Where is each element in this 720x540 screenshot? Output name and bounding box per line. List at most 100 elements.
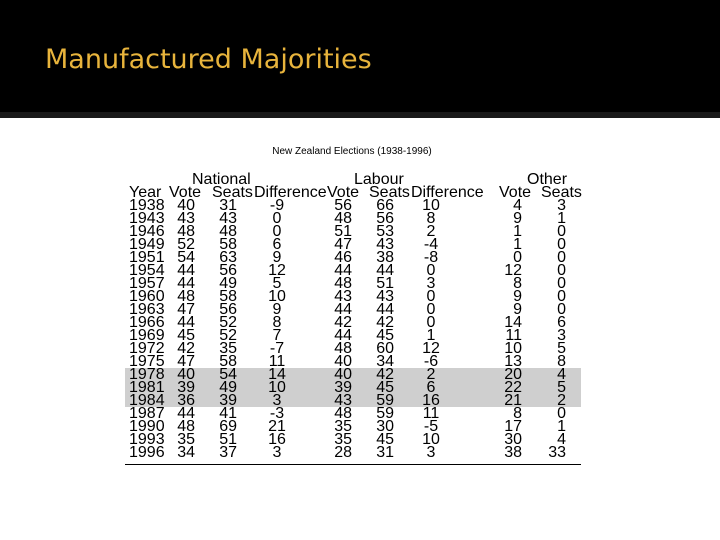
cell-year: 1987 bbox=[129, 405, 165, 422]
cell-national-seats: 37 bbox=[219, 444, 237, 461]
cell-year: 1963 bbox=[129, 301, 165, 318]
cell-national-difference: 7 bbox=[272, 327, 282, 344]
cell-year: 1972 bbox=[129, 340, 165, 357]
cell-national-seats: 52 bbox=[219, 314, 237, 331]
row-highlight bbox=[125, 368, 581, 381]
cell-national-difference: 8 bbox=[272, 314, 282, 331]
cell-other-vote: 17 bbox=[504, 418, 522, 435]
cell-other-seats: 4 bbox=[557, 366, 566, 383]
cell-national-difference: 10 bbox=[268, 379, 286, 396]
cell-other-vote: 11 bbox=[505, 327, 522, 344]
cell-other-seats: 0 bbox=[557, 405, 566, 422]
table-bottom-rule bbox=[125, 464, 581, 465]
cell-national-difference: -9 bbox=[269, 197, 285, 214]
cell-other-seats: 0 bbox=[557, 288, 566, 305]
cell-labour-vote: 48 bbox=[334, 275, 352, 292]
cell-other-vote: 22 bbox=[504, 379, 522, 396]
col-header-national-seats: Seats bbox=[212, 184, 253, 201]
cell-labour-difference: 10 bbox=[422, 431, 440, 448]
cell-other-seats: 3 bbox=[557, 327, 566, 344]
cell-labour-vote: 47 bbox=[334, 236, 352, 253]
cell-other-vote: 13 bbox=[504, 353, 522, 370]
cell-national-vote: 44 bbox=[177, 405, 195, 422]
cell-year: 1951 bbox=[129, 249, 165, 266]
cell-national-vote: 42 bbox=[177, 340, 195, 357]
cell-other-seats: 0 bbox=[557, 249, 566, 266]
cell-national-difference: 10 bbox=[268, 288, 286, 305]
cell-year: 1954 bbox=[129, 262, 165, 279]
cell-national-difference: 0 bbox=[272, 210, 282, 227]
cell-national-difference: -3 bbox=[269, 405, 285, 422]
cell-other-vote: 10 bbox=[504, 340, 522, 357]
cell-labour-vote: 39 bbox=[334, 379, 352, 396]
cell-national-vote: 34 bbox=[177, 444, 195, 461]
cell-other-vote: 20 bbox=[504, 366, 522, 383]
cell-national-difference: 3 bbox=[272, 444, 282, 461]
cell-labour-seats: 56 bbox=[376, 210, 394, 227]
cell-other-vote: 9 bbox=[513, 288, 522, 305]
cell-national-vote: 47 bbox=[177, 301, 195, 318]
cell-national-difference: 9 bbox=[272, 301, 282, 318]
row-highlight bbox=[125, 394, 581, 407]
cell-year: 1993 bbox=[129, 431, 165, 448]
cell-national-seats: 35 bbox=[219, 340, 237, 357]
cell-other-seats: 1 bbox=[557, 418, 566, 435]
cell-national-difference: 21 bbox=[268, 418, 286, 435]
cell-national-vote: 43 bbox=[177, 210, 195, 227]
col-header-other-vote: Vote bbox=[499, 184, 532, 201]
cell-labour-difference: 2 bbox=[426, 223, 436, 240]
cell-other-seats: 0 bbox=[557, 236, 566, 253]
cell-other-vote: 1 bbox=[513, 236, 522, 253]
cell-other-vote: 1 bbox=[513, 223, 522, 240]
cell-labour-seats: 45 bbox=[376, 327, 394, 344]
cell-national-difference: 14 bbox=[268, 366, 286, 383]
cell-labour-seats: 59 bbox=[376, 392, 394, 409]
cell-national-seats: 63 bbox=[219, 249, 237, 266]
cell-national-vote: 48 bbox=[177, 223, 195, 240]
cell-labour-difference: 16 bbox=[422, 392, 440, 409]
cell-national-seats: 48 bbox=[219, 223, 237, 240]
cell-national-seats: 54 bbox=[219, 366, 237, 383]
cell-national-difference: 6 bbox=[272, 236, 282, 253]
cell-other-seats: 0 bbox=[557, 275, 566, 292]
cell-other-vote: 4 bbox=[513, 197, 522, 214]
cell-other-vote: 12 bbox=[504, 262, 522, 279]
cell-labour-seats: 44 bbox=[376, 301, 394, 318]
cell-national-seats: 58 bbox=[219, 353, 237, 370]
cell-labour-difference: 8 bbox=[426, 210, 436, 227]
cell-year: 1969 bbox=[129, 327, 165, 344]
cell-labour-seats: 43 bbox=[376, 288, 394, 305]
cell-labour-difference: -4 bbox=[423, 236, 439, 253]
cell-labour-difference: 0 bbox=[426, 301, 436, 318]
cell-labour-seats: 59 bbox=[376, 405, 394, 422]
cell-labour-vote: 28 bbox=[334, 444, 352, 461]
cell-national-difference: 5 bbox=[272, 275, 282, 292]
cell-other-vote: 14 bbox=[504, 314, 522, 331]
cell-national-vote: 48 bbox=[177, 418, 195, 435]
cell-labour-seats: 44 bbox=[376, 262, 394, 279]
cell-national-vote: 52 bbox=[177, 236, 195, 253]
cell-labour-difference: 11 bbox=[422, 405, 440, 422]
cell-national-vote: 35 bbox=[177, 431, 195, 448]
cell-national-vote: 48 bbox=[177, 288, 195, 305]
cell-national-seats: 52 bbox=[219, 327, 237, 344]
cell-labour-vote: 48 bbox=[334, 405, 352, 422]
col-header-labour-seats: Seats bbox=[369, 184, 410, 201]
cell-labour-vote: 56 bbox=[334, 197, 352, 214]
cell-labour-seats: 42 bbox=[376, 366, 394, 383]
cell-other-vote: 38 bbox=[504, 444, 522, 461]
cell-national-seats: 58 bbox=[219, 288, 237, 305]
cell-labour-vote: 44 bbox=[334, 301, 352, 318]
cell-national-seats: 56 bbox=[219, 262, 237, 279]
cell-year: 1990 bbox=[129, 418, 165, 435]
cell-labour-vote: 35 bbox=[334, 431, 352, 448]
cell-labour-seats: 34 bbox=[376, 353, 394, 370]
cell-labour-vote: 46 bbox=[334, 249, 352, 266]
cell-year: 1943 bbox=[129, 210, 165, 227]
cell-national-vote: 54 bbox=[177, 249, 195, 266]
cell-year: 1975 bbox=[129, 353, 165, 370]
col-header-national-vote: Vote bbox=[169, 184, 202, 201]
cell-other-vote: 9 bbox=[513, 210, 522, 227]
cell-labour-vote: 48 bbox=[334, 210, 352, 227]
cell-labour-seats: 42 bbox=[376, 314, 394, 331]
